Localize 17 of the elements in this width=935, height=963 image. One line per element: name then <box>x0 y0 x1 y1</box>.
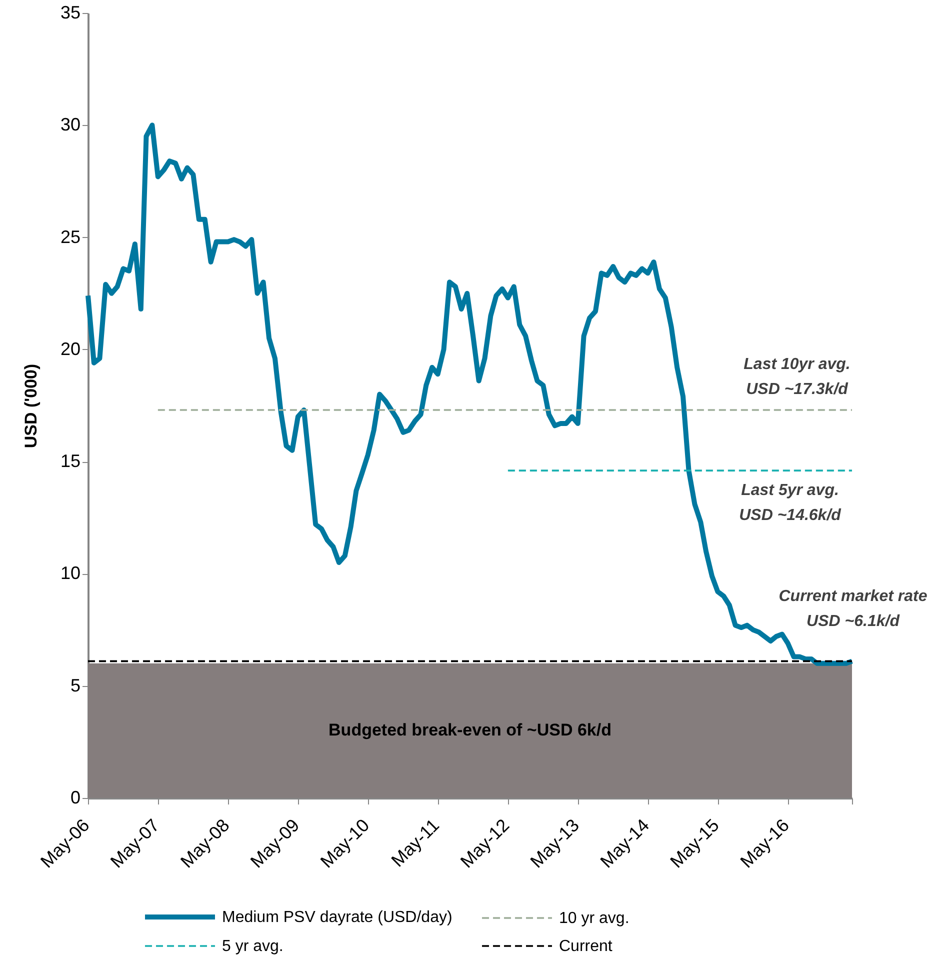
annotation: Current market rate USD ~6.1k/d <box>778 588 928 630</box>
y-tick-label: 0 <box>70 788 80 808</box>
y-tick-label: 10 <box>60 563 80 584</box>
y-tick-label: 35 <box>60 2 80 22</box>
annotation: Last 10yr avg. USD ~17.3k/d <box>744 356 850 398</box>
y-tick-label: 30 <box>60 114 80 135</box>
legend-label: Current <box>559 938 613 955</box>
y-tick-label: 5 <box>70 675 80 696</box>
band-label: Budgeted break-even of ~USD 6k/d <box>328 720 612 740</box>
legend-label: Medium PSV dayrate (USD/day) <box>222 909 452 926</box>
y-tick-label: 25 <box>60 226 80 247</box>
y-tick-label: 20 <box>60 338 80 359</box>
annotation: Last 5yr avg. USD ~14.6k/d <box>739 482 842 524</box>
legend-label: 5 yr avg. <box>222 938 284 955</box>
y-tick-label: 15 <box>60 451 80 472</box>
legend-label: 10 yr avg. <box>559 910 630 927</box>
y-axis-title: USD ('000) <box>21 364 40 448</box>
